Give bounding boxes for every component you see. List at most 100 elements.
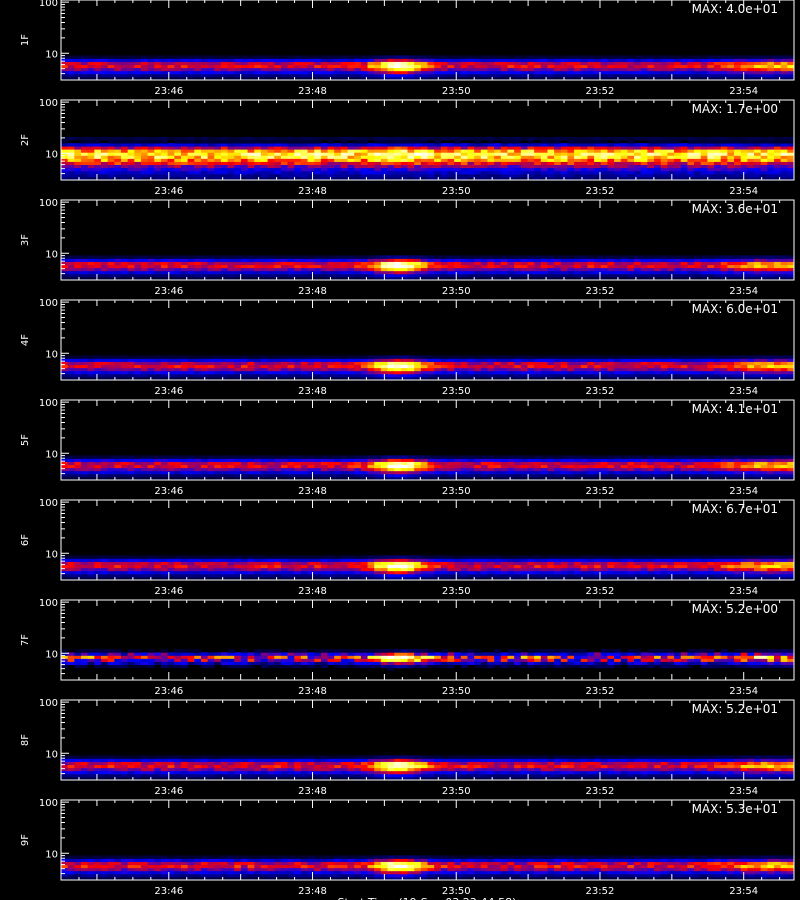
heatmap-cell [594, 140, 602, 144]
heatmap-cell [540, 376, 548, 381]
heatmap-cell [87, 55, 95, 59]
heatmap-cell [374, 167, 382, 172]
heatmap-cell [700, 167, 708, 172]
spectrogram-cells [61, 55, 795, 81]
heatmap-cell [527, 255, 535, 259]
heatmap-cell [280, 55, 288, 59]
heatmap-cell [134, 173, 142, 178]
heatmap-cell [74, 476, 82, 481]
heatmap-cell [534, 58, 542, 62]
heatmap-cell [620, 470, 628, 475]
heatmap-cell [380, 255, 388, 259]
heatmap-cell [740, 61, 748, 66]
heatmap-cell [727, 270, 735, 275]
heatmap-cell [360, 367, 368, 372]
heatmap-cell [660, 261, 668, 266]
heatmap-cell [367, 146, 375, 150]
heatmap-cell [534, 67, 542, 72]
heatmap-cell [627, 355, 635, 359]
heatmap-cell [160, 470, 169, 475]
heatmap-cell [280, 140, 288, 144]
heatmap-cell [200, 473, 208, 478]
heatmap-cell [367, 261, 375, 266]
heatmap-cell [334, 476, 342, 481]
heatmap-cell [134, 67, 142, 72]
heatmap-cell [414, 55, 422, 59]
heatmap-cell [520, 261, 528, 266]
heatmap-cell [100, 355, 109, 359]
heatmap-cell [254, 355, 262, 359]
heatmap-cell [314, 170, 322, 175]
heatmap-cell [127, 176, 135, 181]
heatmap-cell [640, 152, 648, 156]
heatmap-cell [360, 370, 368, 375]
heatmap-cell [334, 255, 342, 259]
heatmap-cell [734, 255, 742, 259]
heatmap-cell [294, 473, 302, 478]
heatmap-cell [374, 164, 382, 169]
heatmap-cell [707, 473, 715, 478]
heatmap-cell [254, 470, 262, 475]
heatmap-cell [627, 158, 635, 162]
heatmap-cell [374, 467, 382, 472]
heatmap-cell [120, 167, 129, 172]
heatmap-cell [747, 70, 755, 75]
heatmap-cell [547, 476, 555, 481]
heatmap-cell [494, 149, 502, 153]
heatmap-cell [660, 173, 668, 178]
heatmap-cell [567, 61, 575, 66]
heatmap-cell [61, 467, 69, 472]
heatmap-cell [607, 67, 615, 72]
heatmap-cell [327, 173, 335, 178]
heatmap-cell [434, 173, 442, 178]
heatmap-cell [314, 467, 322, 472]
heatmap-cell [520, 276, 528, 281]
heatmap-cell [320, 64, 328, 69]
heatmap-cell [520, 61, 528, 66]
heatmap-cell [247, 261, 255, 266]
heatmap-cell [780, 58, 788, 62]
heatmap-cell [260, 64, 268, 69]
heatmap-cell [347, 255, 355, 259]
heatmap-cell [420, 140, 428, 144]
heatmap-cell [620, 258, 628, 262]
heatmap-cell [194, 76, 202, 81]
heatmap-cell [240, 470, 248, 475]
heatmap-cell [127, 373, 135, 378]
heatmap-cell [440, 361, 448, 366]
heatmap-cell [714, 364, 722, 369]
heatmap-cell [707, 76, 715, 81]
heatmap-cell [474, 73, 482, 78]
heatmap-cell [260, 146, 268, 150]
heatmap-cell [240, 370, 248, 375]
heatmap-cell [614, 58, 622, 62]
heatmap-cell [734, 358, 742, 362]
heatmap-cell [620, 152, 628, 156]
heatmap-cell [787, 261, 795, 266]
heatmap-cell [194, 367, 202, 372]
heatmap-cell [667, 255, 675, 259]
heatmap-cell [74, 67, 82, 72]
heatmap-cell [280, 473, 288, 478]
heatmap-cell [620, 361, 628, 366]
heatmap-cell [194, 267, 202, 272]
heatmap-cell [240, 58, 248, 62]
heatmap-cell [480, 55, 488, 59]
heatmap-cell [260, 155, 268, 159]
heatmap-cell [307, 61, 315, 66]
heatmap-cell [754, 376, 762, 381]
heatmap-cell [720, 376, 728, 381]
heatmap-cell [554, 152, 562, 156]
heatmap-cell [207, 143, 215, 147]
heatmap-cell [514, 273, 522, 278]
heatmap-cell [360, 170, 368, 175]
heatmap-cell [407, 355, 415, 359]
heatmap-cell [680, 376, 688, 381]
heatmap-cell [760, 367, 768, 372]
heatmap-cell [574, 61, 582, 66]
heatmap-cell [367, 55, 375, 59]
heatmap-cell [340, 61, 348, 66]
heatmap-cell [727, 67, 735, 72]
heatmap-cell [654, 64, 662, 69]
heatmap-cell [220, 376, 228, 381]
